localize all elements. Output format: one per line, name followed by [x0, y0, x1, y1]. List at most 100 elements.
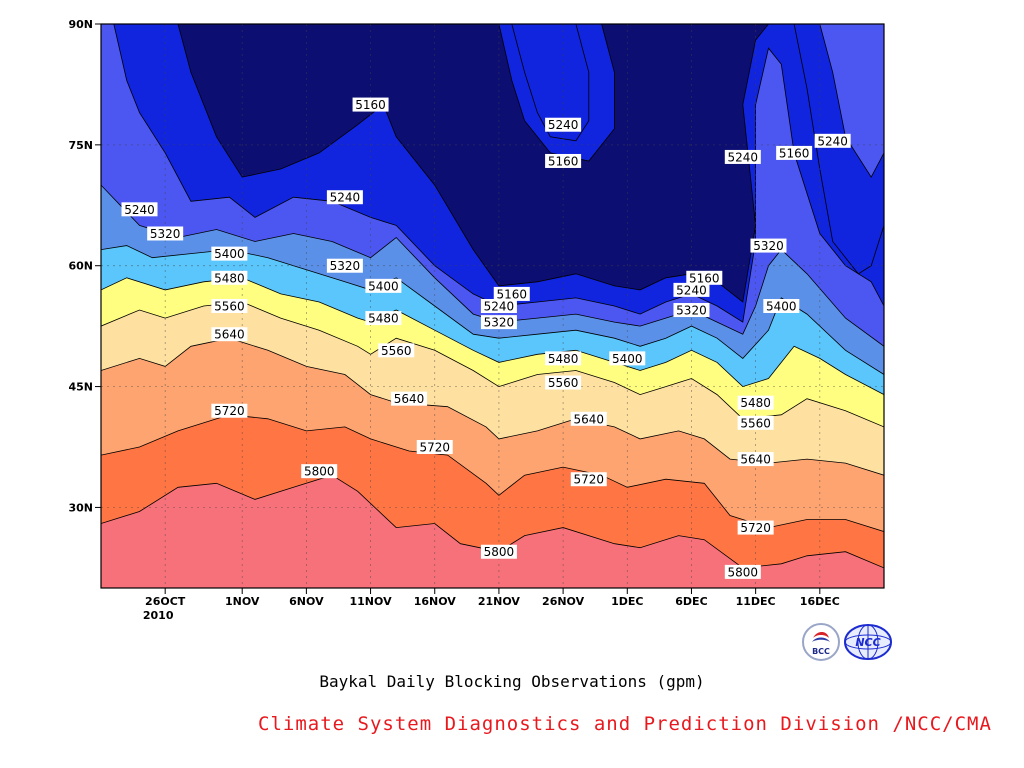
x-tick-label: 11NOV: [350, 595, 393, 608]
contour-label-bg: [545, 153, 582, 168]
contour-label-text: 5320: [484, 316, 515, 330]
contour-label-text: 5240: [484, 300, 515, 314]
contour-label-text: 5160: [779, 146, 810, 160]
ncc-logo-text: NCC: [855, 636, 880, 649]
contour-label-text: 5320: [753, 239, 784, 253]
contour-label-bg: [121, 202, 158, 217]
contour-label: 5640: [211, 327, 248, 342]
contour-label-bg: [545, 117, 582, 132]
contour-label: 5480: [211, 270, 248, 285]
contour-label-text: 5480: [740, 396, 771, 410]
contour-label: 5400: [211, 246, 248, 261]
contour-label: 5160: [545, 153, 582, 168]
contour-label-text: 5800: [728, 565, 759, 579]
contour-label: 5160: [686, 270, 723, 285]
contour-label: 5240: [673, 282, 710, 297]
y-tick-label: 90N: [68, 18, 93, 31]
contour-label: 5240: [121, 202, 158, 217]
contour-label-bg: [391, 391, 428, 406]
x-tick-label: 26OCT: [145, 595, 186, 608]
contour-label-bg: [724, 564, 761, 579]
x-tick-label: 6DEC: [675, 595, 707, 608]
contour-label-text: 5320: [150, 227, 181, 241]
ncc-logo-icon: NCC: [843, 622, 893, 662]
contour-label-bg: [673, 282, 710, 297]
contour-label: 5560: [737, 415, 774, 430]
chart-title: Baykal Daily Blocking Observations (gpm): [319, 672, 705, 691]
contour-label-bg: [750, 238, 787, 253]
contour-label-bg: [686, 270, 723, 285]
contour-label: 5160: [352, 97, 389, 112]
contour-label-bg: [365, 278, 402, 293]
band-below-5160: [178, 24, 769, 302]
x-tick-label: 16DEC: [800, 595, 840, 608]
contour-label-bg: [326, 258, 363, 273]
contour-fills: [101, 24, 884, 588]
contour-label-text: 5480: [548, 352, 579, 366]
contour-line-5160: [793, 24, 884, 275]
contour-label: 5320: [147, 226, 184, 241]
x-tick-label: 21NOV: [478, 595, 521, 608]
contour-label-bg: [147, 226, 184, 241]
contour-label-text: 5640: [573, 412, 604, 426]
contour-label-bg: [378, 343, 415, 358]
contour-label-bg: [763, 299, 800, 313]
contour-label: 5560: [545, 375, 582, 390]
bcc-logo-text: BCC: [812, 647, 830, 656]
contour-label: 5160: [493, 286, 530, 301]
contour-label: 5320: [326, 258, 363, 273]
x-tick-label: 1NOV: [225, 595, 260, 608]
contour-label-bg: [352, 97, 389, 112]
contour-label-text: 5240: [728, 150, 759, 164]
contour-label-text: 5320: [330, 259, 361, 273]
contour-label: 5480: [737, 395, 774, 410]
contour-label-bg: [724, 149, 761, 164]
contour-label: 5560: [378, 343, 415, 358]
contour-label: 5720: [737, 520, 774, 535]
contour-label-text: 5240: [676, 283, 707, 297]
contour-label-bg: [211, 299, 248, 313]
contour-label-bg: [493, 286, 530, 301]
contour-label-text: 5720: [740, 521, 771, 535]
contour-line-5720: [101, 414, 884, 532]
contour-label: 5160: [776, 145, 813, 160]
contour-label: 5800: [301, 464, 338, 479]
contour-label: 5320: [480, 315, 517, 330]
contour-label-bg: [480, 299, 517, 313]
contour-label-text: 5560: [740, 416, 771, 430]
contour-label-bg: [480, 544, 517, 559]
contour-label-bg: [814, 133, 851, 148]
contour-label: 5640: [737, 452, 774, 467]
x-tick-label: 1DEC: [611, 595, 643, 608]
contour-label-bg: [737, 415, 774, 430]
contour-line-5480: [101, 277, 884, 395]
contour-label-bg: [545, 375, 582, 390]
contour-label-text: 5240: [548, 118, 579, 132]
contour-label: 5800: [480, 544, 517, 559]
contour-label: 5720: [570, 472, 607, 487]
contour-label-text: 5240: [817, 134, 848, 148]
contour-label-text: 5480: [368, 312, 399, 326]
x-tick-label: 26NOV: [542, 595, 585, 608]
contour-label: 5720: [416, 440, 453, 455]
contour-label-text: 5640: [394, 392, 425, 406]
contour-label: 5800: [724, 564, 761, 579]
contour-label: 5400: [763, 299, 800, 314]
contour-label-text: 5400: [368, 279, 399, 293]
contour-label-bg: [211, 246, 248, 261]
contour-label-text: 5160: [496, 287, 527, 301]
contour-label-text: 5240: [330, 191, 361, 205]
contour-label-text: 5560: [214, 300, 245, 314]
contour-label-text: 5560: [381, 344, 412, 358]
contour-label-text: 5720: [573, 473, 604, 487]
contour-line-5240: [819, 24, 884, 178]
bcc-logo-icon: BCC: [801, 622, 841, 662]
contour-label-text: 5720: [419, 441, 450, 455]
y-tick-label: 60N: [68, 260, 93, 273]
contour-label-bg: [570, 472, 607, 487]
x-tick-label: 11DEC: [736, 595, 776, 608]
contour-label: 5480: [365, 311, 402, 326]
